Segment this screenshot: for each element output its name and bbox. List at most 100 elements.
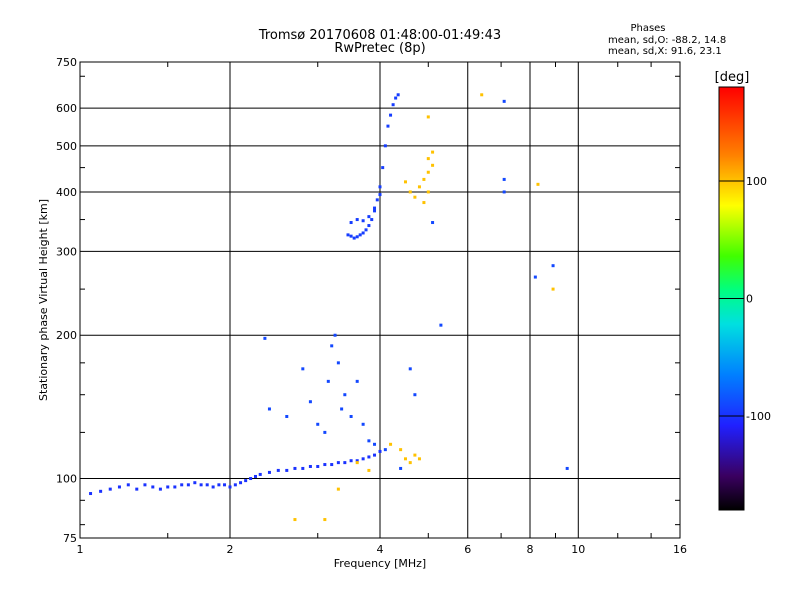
data-point [276, 468, 280, 472]
y-tick-label: 300 [56, 245, 77, 258]
data-point [293, 518, 297, 522]
data-point [205, 483, 209, 487]
colorbar-tick-label: 0 [746, 293, 753, 306]
y-tick-label: 75 [63, 532, 77, 545]
data-point [431, 150, 435, 154]
data-point [263, 336, 267, 340]
data-point [233, 483, 237, 487]
data-point [143, 483, 147, 487]
data-point [386, 124, 390, 128]
data-point [308, 464, 312, 468]
colorbar-tick-label: 100 [746, 175, 767, 188]
data-point [367, 224, 371, 228]
x-tick-label: 4 [377, 543, 384, 556]
data-point [426, 115, 430, 119]
data-point [99, 489, 103, 493]
data-point [173, 485, 177, 489]
data-point [158, 487, 162, 491]
data-point [378, 185, 382, 189]
data-point [408, 367, 412, 371]
stats-o-mode: mean, sd,O: -88.2, 14.8 [608, 35, 726, 46]
data-point [383, 144, 387, 148]
data-point [349, 414, 353, 418]
data-point [336, 361, 340, 365]
stats-x-mode: mean, sd,X: 91.6, 23.1 [608, 46, 722, 57]
data-point [249, 477, 253, 481]
data-point [316, 422, 320, 426]
data-point [426, 157, 430, 161]
data-point [228, 485, 232, 489]
data-point [166, 485, 170, 489]
data-point [431, 221, 435, 225]
data-point [267, 407, 271, 411]
data-point [373, 442, 377, 446]
data-point [370, 218, 374, 222]
x-tick-label: 2 [227, 543, 234, 556]
data-point [367, 439, 371, 443]
data-point [355, 218, 359, 222]
x-tick-label: 16 [673, 543, 687, 556]
data-point [367, 455, 371, 459]
data-point [502, 99, 506, 103]
chart-title: Tromsø 20170608 01:48:00-01:49:43 [258, 28, 501, 43]
data-point [349, 234, 353, 238]
data-point [361, 231, 365, 235]
data-point [383, 448, 387, 452]
data-point [378, 193, 382, 197]
y-tick-label: 200 [56, 329, 77, 342]
data-point [361, 457, 365, 461]
data-point [373, 209, 377, 213]
data-point [396, 93, 400, 97]
data-point [135, 487, 139, 491]
data-point [480, 93, 484, 97]
data-point [323, 518, 327, 522]
data-point [180, 483, 184, 487]
data-point [253, 474, 257, 478]
data-point [373, 453, 377, 457]
data-point [223, 483, 227, 487]
y-tick-label: 500 [56, 140, 77, 153]
data-point [186, 483, 190, 487]
data-point [211, 485, 215, 489]
colorbar-tick-label: -100 [746, 410, 771, 423]
data-point [346, 233, 350, 237]
data-point [422, 177, 426, 181]
data-point [394, 96, 398, 100]
data-point [399, 448, 403, 452]
data-point [417, 457, 421, 461]
data-point [413, 195, 417, 199]
data-point [340, 407, 344, 411]
data-point [349, 221, 353, 225]
data-point [391, 103, 395, 107]
data-point [199, 483, 203, 487]
data-point [352, 236, 356, 240]
y-tick-label: 600 [56, 102, 77, 115]
data-point [502, 177, 506, 181]
data-point [502, 190, 506, 194]
data-point [301, 466, 305, 470]
data-point [258, 472, 262, 476]
data-point [239, 481, 243, 485]
stats-heading: Phases [630, 23, 665, 34]
data-point [375, 198, 379, 202]
data-point [426, 190, 430, 194]
data-point [367, 468, 371, 472]
colorbar-label: [deg] [715, 70, 750, 85]
data-point [343, 393, 347, 397]
data-point [373, 206, 377, 210]
data-point [126, 483, 130, 487]
data-point [389, 442, 393, 446]
data-point [193, 481, 197, 485]
x-tick-label: 10 [571, 543, 585, 556]
data-point [536, 182, 540, 186]
grid-lines [80, 62, 680, 538]
y-axis-label: Stationary phase Virtual Height [km] [37, 199, 50, 401]
data-point [551, 287, 555, 291]
data-point [408, 461, 412, 465]
data-point [244, 479, 248, 483]
data-point [417, 185, 421, 189]
data-point [326, 379, 330, 383]
x-tick-label: 8 [527, 543, 534, 556]
data-point [439, 323, 443, 327]
